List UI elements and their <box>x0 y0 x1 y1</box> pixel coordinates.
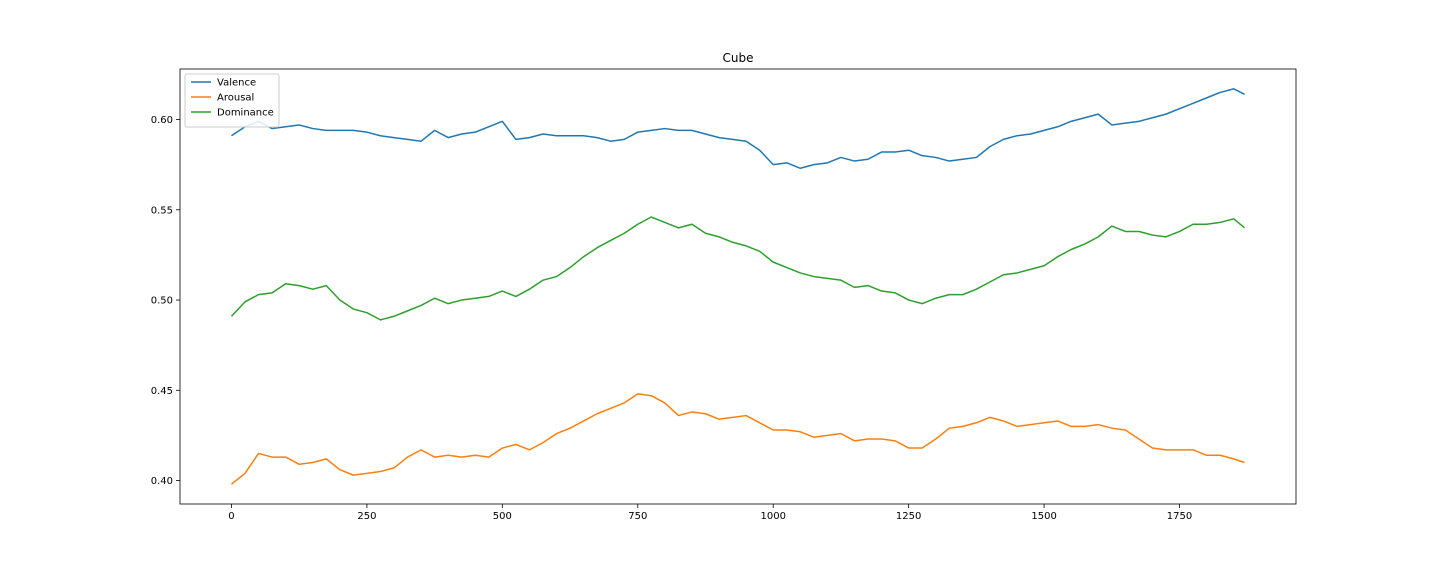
y-axis: 0.40 0.45 0.50 0.55 0.60 <box>151 115 180 487</box>
y-tick-label: 0.45 <box>151 386 173 397</box>
y-tick-label: 0.40 <box>151 476 173 487</box>
series-line-arousal <box>231 393 1245 485</box>
legend-label-arousal: Arousal <box>217 93 254 104</box>
series-line-dominance <box>230 216 1246 321</box>
legend-box <box>184 73 280 128</box>
plot-frame <box>179 68 1297 505</box>
x-tick-label: 1000 <box>760 511 785 522</box>
legend-label-dominance: Dominance <box>217 108 274 119</box>
y-tick-label: 0.55 <box>151 205 173 216</box>
chart-title: Cube <box>723 51 754 65</box>
series-layer <box>230 88 1246 485</box>
legend-label-valence: Valence <box>217 78 256 89</box>
x-tick-label: 0 <box>228 511 234 522</box>
y-tick-label: 0.60 <box>151 115 173 126</box>
y-tick-label: 0.50 <box>151 296 173 307</box>
legend: Valence Arousal Dominance <box>184 73 280 128</box>
x-tick-label: 1750 <box>1167 511 1192 522</box>
x-axis: 0 250 500 750 1000 1250 1500 1750 <box>228 504 1192 522</box>
x-tick-label: 1500 <box>1031 511 1056 522</box>
x-tick-label: 500 <box>493 511 512 522</box>
series-line-valence <box>231 88 1245 170</box>
x-tick-label: 750 <box>628 511 647 522</box>
x-tick-label: 1250 <box>896 511 921 522</box>
x-tick-label: 250 <box>357 511 376 522</box>
